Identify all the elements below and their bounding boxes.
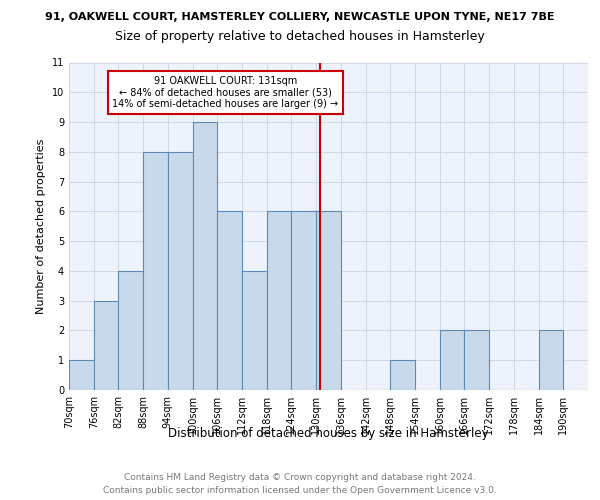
Bar: [440, 330, 464, 390]
Bar: [143, 152, 168, 390]
Bar: [69, 360, 94, 390]
Bar: [292, 212, 316, 390]
Bar: [94, 300, 118, 390]
Bar: [539, 330, 563, 390]
Bar: [217, 212, 242, 390]
Bar: [267, 212, 292, 390]
Text: Size of property relative to detached houses in Hamsterley: Size of property relative to detached ho…: [115, 30, 485, 43]
Text: Distribution of detached houses by size in Hamsterley: Distribution of detached houses by size …: [169, 428, 489, 440]
Bar: [464, 330, 489, 390]
Text: 91 OAKWELL COURT: 131sqm
← 84% of detached houses are smaller (53)
14% of semi-d: 91 OAKWELL COURT: 131sqm ← 84% of detach…: [112, 76, 338, 109]
Y-axis label: Number of detached properties: Number of detached properties: [37, 138, 46, 314]
Bar: [242, 271, 267, 390]
Bar: [118, 271, 143, 390]
Bar: [390, 360, 415, 390]
Text: 91, OAKWELL COURT, HAMSTERLEY COLLIERY, NEWCASTLE UPON TYNE, NE17 7BE: 91, OAKWELL COURT, HAMSTERLEY COLLIERY, …: [45, 12, 555, 22]
Bar: [193, 122, 217, 390]
Text: Contains HM Land Registry data © Crown copyright and database right 2024.
Contai: Contains HM Land Registry data © Crown c…: [103, 472, 497, 494]
Bar: [316, 212, 341, 390]
Bar: [168, 152, 193, 390]
